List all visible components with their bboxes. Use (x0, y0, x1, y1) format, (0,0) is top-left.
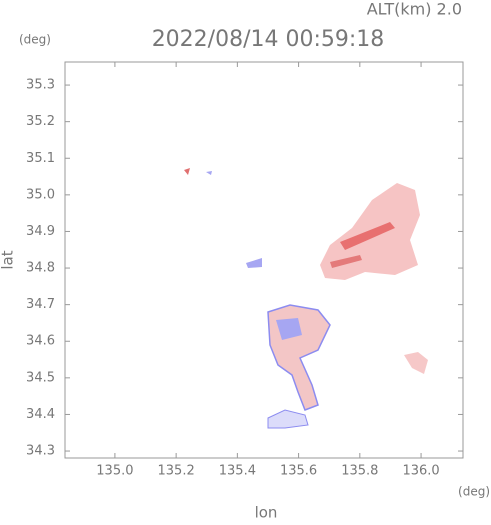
y-tick-label: 34.6 (26, 334, 55, 349)
x-tick-label: 135.0 (96, 464, 133, 479)
x-tick-label: 135.8 (341, 464, 378, 479)
echo-region (267, 409, 309, 429)
y-tick-label: 34.8 (26, 261, 55, 276)
y-tick-label: 34.4 (26, 407, 55, 422)
x-tick-label: 136.0 (402, 464, 439, 479)
y-tick-label: 35.1 (26, 151, 55, 166)
y-tick-label: 34.5 (26, 370, 55, 385)
x-tick-label: 135.4 (219, 464, 256, 479)
chart-title: 2022/08/14 00:59:18 (152, 27, 385, 52)
y-tick-label: 35.3 (26, 78, 55, 93)
altitude: ALT(km) 2.0 (367, 0, 462, 19)
x-tick-label: 135.6 (280, 464, 317, 479)
y-tick-label: 34.9 (26, 224, 55, 239)
echo-regions (184, 168, 428, 429)
x-axis-label: lon (255, 504, 278, 522)
echo-region (184, 168, 190, 175)
y-tick-label: 35.2 (26, 114, 55, 129)
echo-region (276, 318, 302, 340)
y-axis-label: lat (0, 250, 17, 269)
y-tick-label: 34.3 (26, 444, 55, 459)
x-tick-label: 135.2 (158, 464, 195, 479)
y-unit: (deg) (19, 33, 51, 47)
y-tick-label: 34.7 (26, 297, 55, 312)
echo-region (246, 258, 262, 268)
y-tick-label: 35.0 (26, 187, 55, 202)
plot-frame (64, 61, 464, 459)
echo-core (330, 255, 362, 268)
echo-region (404, 352, 428, 374)
x-unit: (deg) (458, 485, 490, 499)
echo-core (340, 222, 395, 250)
echo-region (206, 171, 212, 175)
